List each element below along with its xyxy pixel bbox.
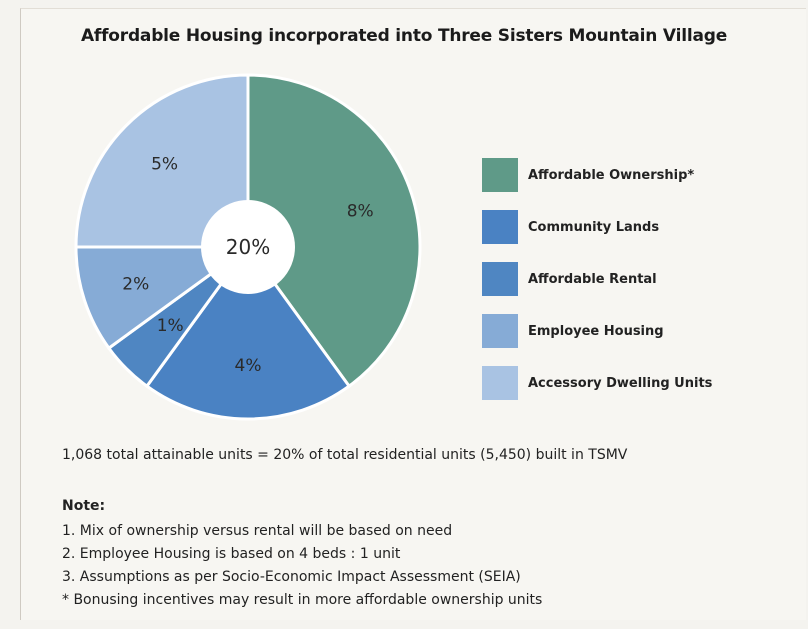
legend-swatch: [482, 262, 518, 296]
legend-label: Affordable Rental: [528, 271, 657, 287]
legend-item: Employee Housing: [482, 314, 712, 348]
slice-label: 5%: [151, 155, 178, 175]
center-hole: [201, 200, 295, 294]
summary-text: 1,068 total attainable units = 20% of to…: [62, 447, 628, 463]
legend-label: Employee Housing: [528, 323, 664, 339]
pie-slice: [144, 244, 352, 421]
slice-label: 8%: [347, 202, 374, 222]
legend-swatch: [482, 210, 518, 244]
chart-title: Affordable Housing incorporated into Thr…: [80, 26, 728, 46]
center-label: 20%: [226, 235, 270, 259]
pie-slice: [246, 73, 422, 389]
slice-label: 4%: [235, 356, 262, 376]
legend-swatch: [482, 366, 518, 400]
note-line: 3. Assumptions as per Socio-Economic Imp…: [62, 569, 521, 585]
legend-label: Affordable Ownership*: [528, 167, 695, 183]
slice-label: 1%: [157, 316, 184, 336]
note-line: * Bonusing incentives may result in more…: [62, 592, 543, 608]
legend-item: Affordable Ownership*: [482, 158, 712, 192]
note-line: 1. Mix of ownership versus rental will b…: [62, 523, 453, 539]
legend-item: Affordable Rental: [482, 262, 712, 296]
legend-item: Community Lands: [482, 210, 712, 244]
pie-slice: [74, 245, 253, 351]
note-line: 2. Employee Housing is based on 4 beds :…: [62, 546, 401, 562]
pie-slice: [74, 73, 250, 249]
notes-block: Note: 1. Mix of ownership versus rental …: [62, 498, 542, 612]
legend-swatch: [482, 314, 518, 348]
notes-heading: Note:: [62, 498, 106, 514]
legend-item: Accessory Dwelling Units: [482, 366, 712, 400]
chart-legend: Affordable Ownership* Community Lands Affo…: [482, 158, 712, 418]
legend-label: Accessory Dwelling Units: [528, 375, 713, 391]
legend-label: Community Lands: [528, 219, 660, 235]
legend-swatch: [482, 158, 518, 192]
slice-label: 2%: [122, 274, 149, 294]
